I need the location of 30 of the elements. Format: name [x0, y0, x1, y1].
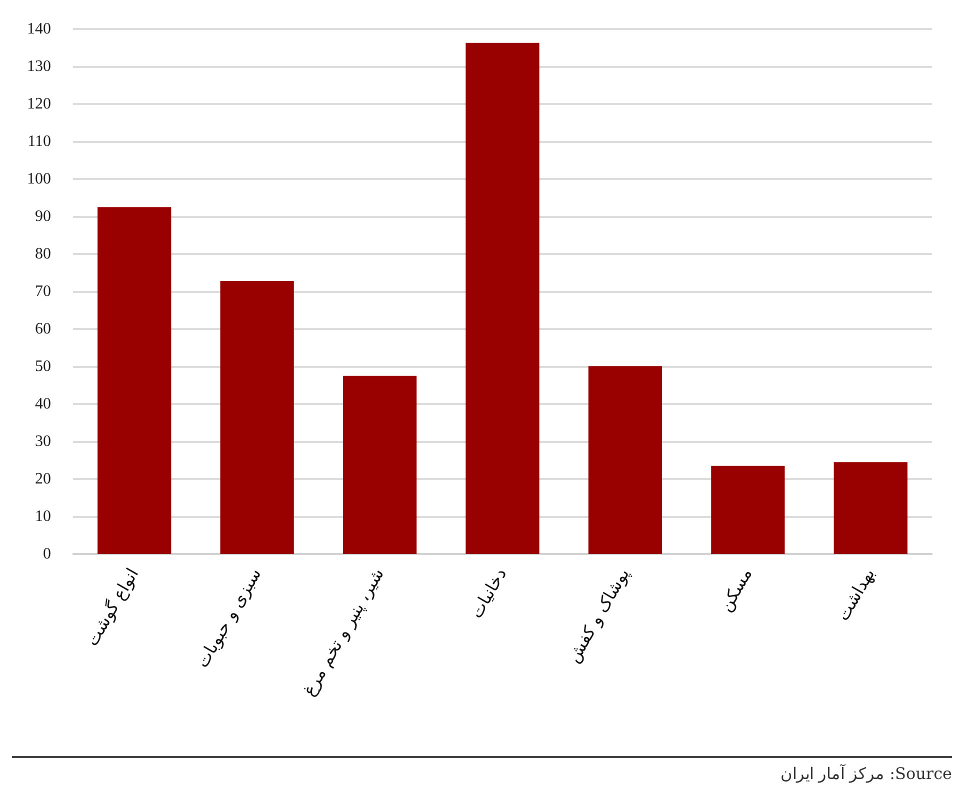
bar — [98, 207, 172, 554]
y-tick-label: 80 — [35, 246, 51, 262]
y-tick-label: 90 — [35, 208, 51, 225]
y-tick-label: 110 — [28, 133, 51, 150]
source-note: Source: مرکز آمار ایران — [779, 764, 952, 783]
y-tick-label: 70 — [35, 283, 51, 300]
x-tick-label: دخانیات — [466, 565, 512, 622]
y-tick-label: 20 — [35, 470, 51, 488]
y-tick-label: 0 — [43, 546, 51, 562]
bar — [342, 376, 417, 554]
bar — [220, 281, 294, 554]
bar — [588, 366, 662, 554]
x-tick-label: مسکن — [716, 565, 757, 616]
bar — [466, 42, 540, 554]
y-tick-label: 100 — [27, 170, 51, 188]
x-tick-label: شیر، پنیر و تخم مرغ — [299, 565, 388, 700]
bar — [834, 462, 908, 554]
y-tick-label: 30 — [35, 433, 51, 450]
y-tick-label: 10 — [35, 508, 51, 525]
x-tick-label: بهداشت — [833, 565, 880, 624]
y-tick-label: 60 — [35, 320, 51, 338]
y-tick-label: 40 — [35, 396, 51, 412]
x-tick-label: پوشاک و کفش — [564, 564, 634, 666]
y-tick-label: 140 — [27, 20, 51, 38]
x-tick-label: سبزی و حبوبات — [192, 565, 266, 672]
bar — [711, 466, 785, 554]
x-tick-label: انواع گوشت — [82, 564, 144, 650]
y-tick-label: 50 — [35, 358, 51, 375]
y-tick-label: 120 — [27, 96, 51, 112]
y-tick-label: 130 — [27, 58, 51, 75]
